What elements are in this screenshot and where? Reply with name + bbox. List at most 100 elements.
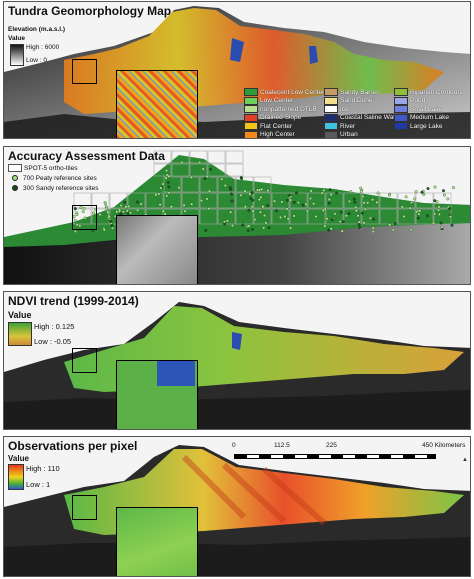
legend-swatch	[394, 122, 408, 130]
reference-site-dot	[251, 209, 255, 213]
reference-site-dot	[229, 210, 233, 214]
spot5-tile	[397, 192, 416, 209]
legend-label: Ice	[340, 105, 349, 113]
reference-site-dot	[353, 200, 357, 204]
reference-site-dot	[107, 215, 111, 219]
reference-site-dot	[92, 211, 96, 215]
reference-site-dot	[440, 225, 444, 229]
reference-site-dot	[450, 223, 454, 227]
reference-site-dot	[280, 200, 284, 204]
reference-site-dot	[98, 213, 102, 217]
reference-site-dot	[433, 199, 437, 203]
reference-site-dot	[325, 217, 329, 221]
reference-site-dot	[266, 204, 270, 208]
reference-site-dot	[243, 205, 247, 209]
legend-swatch	[394, 105, 408, 113]
legend-swatch	[324, 96, 338, 105]
reference-site-dot	[333, 212, 337, 216]
scale-tick-2: 225	[326, 442, 337, 449]
legend-item: Medium Lake	[394, 113, 449, 122]
legend-item: Sandy Barren	[324, 88, 380, 96]
legend-swatch	[244, 105, 258, 113]
reference-site-dot	[243, 189, 247, 193]
reference-site-dot	[266, 189, 270, 192]
reference-site-dot	[82, 206, 86, 210]
inset-locator	[72, 59, 97, 84]
reference-site-dot	[327, 198, 331, 202]
spot5-tile	[379, 208, 398, 225]
reference-site-dot	[426, 187, 430, 190]
reference-site-dot	[304, 202, 308, 206]
reference-site-dot	[368, 216, 372, 220]
reference-site-dot	[223, 184, 227, 188]
reference-site-dot	[247, 208, 251, 212]
reference-site-dot	[263, 214, 266, 217]
spot5-tile	[207, 163, 226, 177]
legend-swatch	[394, 113, 408, 122]
legend-swatch	[324, 113, 338, 122]
spot5-tile	[307, 192, 326, 209]
reference-site-dot	[79, 206, 83, 209]
reference-site-dot	[347, 212, 351, 215]
ndvi-high: High : 0.125	[34, 322, 75, 331]
reference-site-dot	[426, 214, 429, 218]
scale-tick-1: 112.5	[274, 442, 290, 449]
reference-site-dot	[418, 209, 422, 213]
reference-site-dot	[305, 209, 309, 213]
legend-item: Pond	[394, 96, 425, 105]
reference-site-dot	[295, 191, 298, 195]
ndvi-gradient	[8, 322, 32, 346]
reference-site-dot	[422, 193, 426, 196]
reference-site-dot	[312, 202, 316, 206]
panel-geomorphology: Tundra Geomorphology Map Elevation (m.a.…	[3, 1, 471, 139]
legend-label: Low Center	[260, 97, 294, 104]
legend-item: Riparian Corridors	[394, 88, 463, 96]
reference-site-dot	[73, 219, 77, 223]
reference-site-dot	[289, 226, 293, 230]
reference-site-dot	[157, 192, 161, 196]
reference-site-dot	[200, 199, 203, 203]
reference-site-dot	[208, 189, 211, 193]
reference-site-dot	[437, 212, 441, 216]
reference-site-dot	[349, 190, 353, 194]
reference-site-dot	[166, 180, 170, 184]
spot5-tile	[225, 163, 244, 177]
spot5-tile	[145, 192, 164, 209]
scale-tick-3: 450 Kilometers	[422, 442, 466, 449]
reference-site-dot	[118, 209, 122, 213]
spot5-tile	[325, 192, 344, 209]
reference-site-dot	[274, 209, 278, 213]
reference-site-dot	[203, 177, 207, 180]
legend-item: River	[324, 122, 355, 130]
reference-site-dot	[402, 214, 406, 218]
dot-green-icon	[12, 175, 18, 181]
reference-site-dot	[437, 205, 441, 209]
reference-site-dot	[314, 215, 318, 218]
panel3-title: NDVI trend (1999-2014)	[8, 294, 139, 308]
reference-site-dot	[136, 200, 139, 204]
spot5-tile	[207, 150, 226, 164]
reference-site-dot	[253, 218, 257, 222]
spot5-tile	[73, 192, 92, 209]
reference-site-dot	[340, 229, 344, 233]
spot5-tile	[343, 192, 362, 209]
spot5-tile	[217, 208, 236, 225]
legend-swatch	[324, 130, 338, 138]
legend-spot5: SPOT-5 ortho-tiles	[8, 164, 77, 172]
reference-site-dot	[292, 214, 296, 218]
reference-site-dot	[262, 226, 266, 230]
reference-site-dot	[161, 209, 165, 213]
reference-site-dot	[388, 193, 391, 197]
spot5-tile	[325, 208, 344, 225]
legend-label: Drained Slope	[260, 114, 302, 121]
spot5-tile	[91, 192, 110, 209]
reference-site-dot	[102, 228, 106, 232]
reference-site-dot	[376, 191, 380, 195]
square-outline-icon	[8, 164, 22, 172]
legend-item: Large Lake	[394, 122, 443, 130]
reference-site-dot	[229, 192, 233, 196]
legend-peaty: 700 Peaty reference sites	[8, 174, 97, 182]
reference-site-dot	[296, 201, 300, 204]
reference-site-dot	[121, 210, 125, 214]
reference-site-dot	[258, 210, 262, 214]
